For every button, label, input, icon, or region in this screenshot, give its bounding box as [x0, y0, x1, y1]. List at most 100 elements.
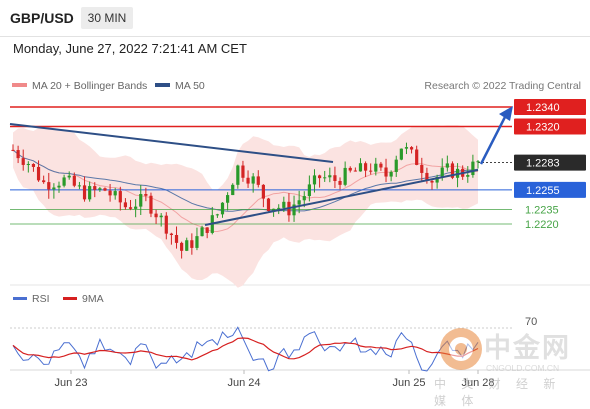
candle-body — [338, 180, 342, 185]
candle-body — [200, 227, 204, 237]
level-label-last_price: 1.2283 — [526, 158, 560, 170]
rsi-level-70-label: 70 — [525, 316, 537, 328]
level-tag-last_price — [514, 154, 586, 171]
level-tag-resistance — [514, 118, 586, 135]
candle-body — [256, 176, 260, 185]
legend-swatch-ma50 — [155, 83, 170, 88]
candle-body — [134, 206, 138, 209]
candle-body — [226, 195, 230, 203]
chart-timestamp: Monday, June 27, 2022 7:21:41 AM CET — [13, 41, 247, 56]
candle-body — [266, 198, 271, 212]
candle-body — [415, 149, 419, 165]
rsi-ma-line — [12, 337, 479, 361]
candle-body — [292, 204, 296, 216]
trendline-ascending — [204, 169, 479, 226]
candle-body — [261, 184, 265, 199]
forecast-arrow-shaft — [479, 114, 508, 165]
candle-body — [113, 191, 117, 196]
candle-body — [220, 202, 225, 215]
level-label-support: 1.2235 — [525, 204, 559, 216]
candle-body — [358, 163, 363, 172]
candle-body — [169, 233, 174, 235]
candle-body — [328, 175, 332, 178]
candle-body — [374, 163, 378, 172]
candle-body — [312, 175, 317, 185]
candle-body — [149, 195, 153, 214]
candle-body — [435, 176, 439, 183]
legend-label-ma20: MA 20 + Bollinger Bands — [32, 80, 148, 92]
watermark-logo-icon — [440, 328, 482, 370]
ma20-line — [12, 149, 479, 233]
candle-body — [128, 207, 133, 209]
candle-body — [195, 236, 199, 248]
candle-body — [302, 196, 306, 201]
candle-body — [77, 185, 82, 187]
candle-body — [307, 184, 311, 197]
candle-body — [62, 177, 66, 186]
candle-body — [425, 172, 429, 181]
candle-body — [353, 170, 357, 172]
candle-body — [180, 242, 184, 251]
candle-body — [118, 191, 122, 203]
candle-body — [123, 202, 128, 208]
forecast-arrow-head — [499, 106, 513, 121]
bollinger-band — [13, 125, 478, 288]
candle-body — [277, 207, 281, 209]
candle-body — [159, 215, 163, 218]
candle-body — [11, 149, 15, 151]
candle-body — [282, 201, 286, 208]
candle-body — [246, 177, 250, 184]
rsi-legend-swatch — [13, 297, 27, 300]
x-axis-label: Jun 25 — [392, 377, 425, 389]
candle-body — [16, 150, 20, 159]
candle-body — [31, 163, 36, 167]
candle-body — [93, 186, 97, 190]
rsi-legend-label: RSI — [32, 293, 50, 305]
candle-body — [272, 208, 276, 212]
level-tag-pivot — [514, 181, 586, 198]
legend-ma50: MA 50 — [155, 80, 205, 92]
candle-body — [317, 175, 322, 179]
candle-body — [139, 194, 143, 207]
timeframe-badge[interactable]: 30 MIN — [81, 7, 133, 29]
candle-body — [47, 182, 51, 190]
candle-body — [144, 194, 148, 196]
candle-body — [36, 166, 41, 181]
candle-body — [404, 147, 409, 149]
candle-body — [323, 177, 327, 179]
candle-body — [57, 185, 61, 188]
candle-body — [440, 167, 444, 177]
price-chart: 1.2340 1.2320 1.2283 1.2255 1.2235 1.2220 RSI 9… — [9, 99, 590, 389]
candle-body — [174, 234, 179, 243]
x-axis-label: Jun 23 — [54, 377, 87, 389]
candle-body — [154, 213, 158, 218]
research-credit: Research © 2022 Trading Central — [424, 80, 581, 92]
legend-label-ma50: MA 50 — [175, 80, 205, 92]
candle-body — [108, 190, 112, 196]
candle-body — [21, 158, 25, 165]
candle-body — [241, 165, 245, 178]
watermark-brand: 中金网 — [484, 333, 571, 364]
candle-body — [88, 186, 92, 200]
candle-body — [450, 163, 455, 178]
candle-body — [26, 163, 30, 165]
candle-body — [420, 164, 424, 173]
candle-body — [231, 184, 235, 196]
level-label-support: 1.2220 — [525, 219, 559, 231]
trendline-descending — [9, 123, 334, 163]
legend-ma20-bollinger: MA 20 + Bollinger Bands — [12, 80, 147, 92]
candle-body — [82, 185, 87, 200]
candle-body — [394, 159, 398, 172]
candle-body — [98, 188, 102, 190]
candle-body — [363, 163, 368, 171]
candle-body — [297, 200, 301, 205]
candle-body — [369, 170, 373, 172]
rsi-line — [12, 326, 479, 372]
candle-body — [476, 161, 480, 163]
candle-body — [409, 147, 414, 150]
candle-body — [205, 227, 209, 233]
candle-body — [379, 163, 383, 168]
x-axis-label: Jun 28 — [461, 377, 494, 389]
candle-body — [445, 163, 449, 168]
candle-body — [236, 165, 240, 185]
